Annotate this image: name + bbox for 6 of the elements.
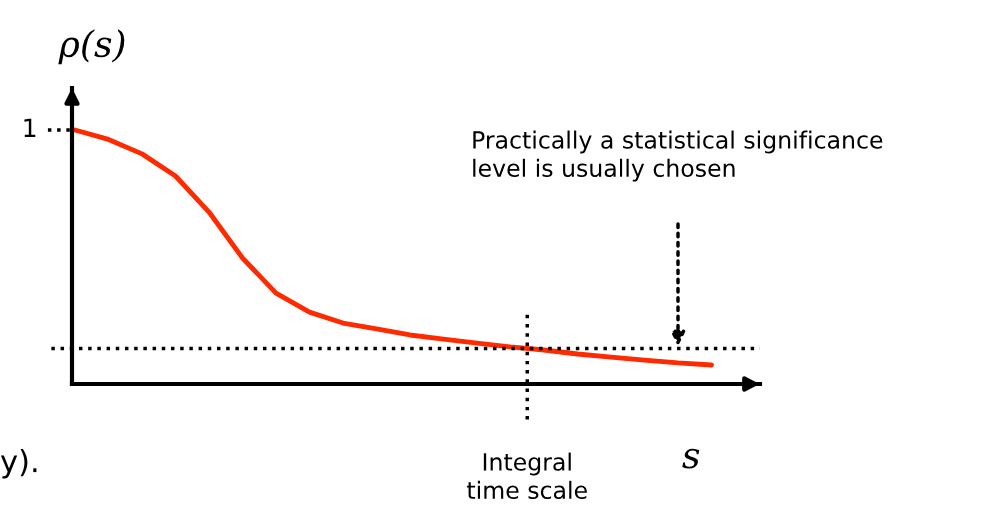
y-axis-title: ρ(s) <box>58 29 125 65</box>
text: 1 <box>24 118 36 137</box>
ref-line-label: Practically a statistical significance level is usually chosen <box>473 130 883 182</box>
x-axis-title: s <box>682 448 700 469</box>
text: y). <box>0 448 37 479</box>
text: Integral time scale <box>467 452 587 500</box>
